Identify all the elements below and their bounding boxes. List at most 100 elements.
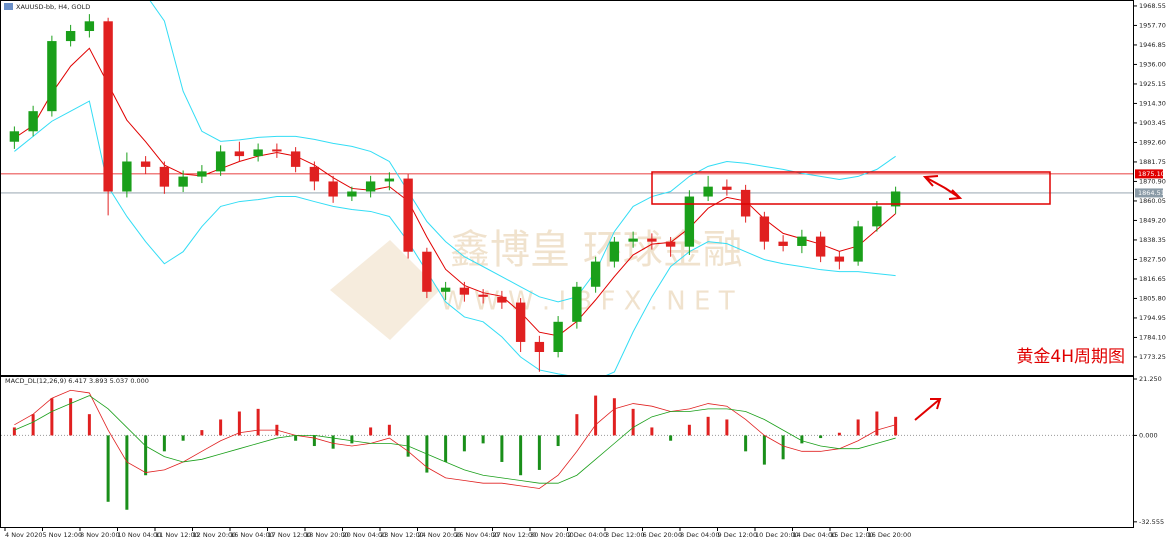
macd-bar xyxy=(687,424,691,436)
candle-body xyxy=(253,149,263,157)
macd-bar xyxy=(800,435,804,444)
watermark-url: W W W . I B F X . N E T xyxy=(440,287,735,317)
arrow xyxy=(922,175,963,200)
candle-body xyxy=(628,238,638,242)
macd-bar xyxy=(537,435,541,470)
x-tick-label: 14 Dec 04:00 xyxy=(793,531,837,539)
macd-bar xyxy=(444,435,448,462)
x-tick-label: 16 Dec 20:00 xyxy=(868,531,912,539)
candle-body xyxy=(515,302,526,342)
x-tick-label: 16 Nov 04:00 xyxy=(230,531,274,539)
macd-panel xyxy=(0,376,1134,528)
macd-bar xyxy=(237,411,241,436)
y-tick-label: 1849.20 xyxy=(1139,216,1166,224)
y-tick-label: 21.250 xyxy=(1139,375,1162,383)
x-tick-label: 15 Dec 12:00 xyxy=(830,531,874,539)
macd-bar xyxy=(387,424,391,436)
candle-body xyxy=(740,189,751,217)
macd-bar xyxy=(87,414,91,436)
y-tick-label: 1925.15 xyxy=(1139,80,1166,88)
candle-body xyxy=(197,171,207,177)
candle-body xyxy=(497,296,507,303)
y-tick-label: 1870.90 xyxy=(1139,177,1166,185)
macd-bar xyxy=(575,414,579,436)
macd-bar xyxy=(669,435,673,441)
y-tick-label: 1914.30 xyxy=(1139,99,1166,107)
candle-body xyxy=(440,287,451,292)
range-box xyxy=(651,171,1051,205)
y-tick-label: 0.000 xyxy=(1139,431,1158,439)
signal-line xyxy=(14,395,896,484)
candle-body xyxy=(834,256,845,262)
macd-bar xyxy=(12,427,16,436)
candle-body xyxy=(103,21,113,192)
candle-body xyxy=(234,151,245,157)
macd-bar xyxy=(856,419,860,436)
macd-bar xyxy=(125,435,129,510)
x-tick-label: 12 Nov 20:00 xyxy=(193,531,237,539)
macd-line xyxy=(14,389,896,489)
macd-bar xyxy=(219,419,223,436)
macd-bar xyxy=(162,435,166,452)
macd-bar xyxy=(762,435,766,465)
macd-bar xyxy=(312,435,316,447)
candle-body xyxy=(609,241,620,262)
candle-body xyxy=(84,21,95,32)
candle-body xyxy=(890,191,901,207)
x-tick-label: 5 Nov 12:00 xyxy=(43,531,83,539)
candle-body xyxy=(684,196,695,247)
price-level-label: 1864.51 xyxy=(1138,189,1165,197)
bollinger-lower xyxy=(14,100,896,375)
annotation: 黄金4H周期图 xyxy=(1016,347,1125,367)
candle-body xyxy=(347,191,357,197)
x-tick-label: 17 Nov 12:00 xyxy=(268,531,312,539)
candle-body xyxy=(797,236,807,246)
macd-bar xyxy=(144,435,148,476)
macd-bar xyxy=(50,398,54,436)
macd-bar xyxy=(500,435,504,462)
x-tick-label: 27 Nov 12:00 xyxy=(493,531,537,539)
candle-body xyxy=(28,111,38,132)
macd-bar xyxy=(894,416,898,436)
y-tick-label: 1957.70 xyxy=(1139,21,1166,29)
macd-bar xyxy=(200,430,204,436)
macd-bar xyxy=(256,408,260,436)
x-tick-label: 23 Nov 12:00 xyxy=(380,531,424,539)
x-tick-label: 3 Dec 12:00 xyxy=(605,531,645,539)
macd-bar xyxy=(69,398,73,436)
y-tick-label: 1860.05 xyxy=(1139,197,1166,205)
macd-bar xyxy=(875,411,879,436)
y-tick-label: 1968.55 xyxy=(1139,2,1166,10)
y-tick-label: 1794.95 xyxy=(1139,314,1166,322)
candle-body xyxy=(309,166,320,182)
y-tick-label: 1784.10 xyxy=(1139,333,1166,341)
macd-bar xyxy=(31,414,35,436)
candle-body xyxy=(759,216,770,242)
macd-bar xyxy=(481,435,485,444)
candle-body xyxy=(478,294,488,297)
candle-body xyxy=(778,241,788,246)
macd-label: MACD_DL(12,26,9) 6.417 3.893 5.037 0.000 xyxy=(5,377,149,385)
x-tick-label: 11 Nov 12:00 xyxy=(155,531,199,539)
macd-bar xyxy=(781,435,785,460)
candle-body xyxy=(572,286,582,322)
macd-bar xyxy=(369,427,373,436)
arrow xyxy=(914,398,942,421)
y-tick-label: 1805.80 xyxy=(1139,294,1166,302)
macd-bar xyxy=(725,419,729,436)
x-tick-label: 8 Nov 20:00 xyxy=(80,531,120,539)
y-tick-label: 1881.75 xyxy=(1139,158,1166,166)
chart-title: XAUUSD-bb, H4, GOLD xyxy=(16,3,90,11)
macd-bar xyxy=(294,435,298,441)
candle-body xyxy=(328,181,338,197)
macd-bar xyxy=(181,435,185,441)
x-tick-label: 10 Nov 04:00 xyxy=(118,531,162,539)
candle-body xyxy=(384,178,395,182)
candle-body xyxy=(853,226,863,262)
x-tick-label: 10 Dec 20:00 xyxy=(755,531,799,539)
macd-bar xyxy=(331,435,335,449)
y-tick-label: 1827.50 xyxy=(1139,255,1166,263)
candle-body xyxy=(422,251,432,292)
candle-body xyxy=(553,321,563,352)
macd-bar xyxy=(594,395,598,436)
